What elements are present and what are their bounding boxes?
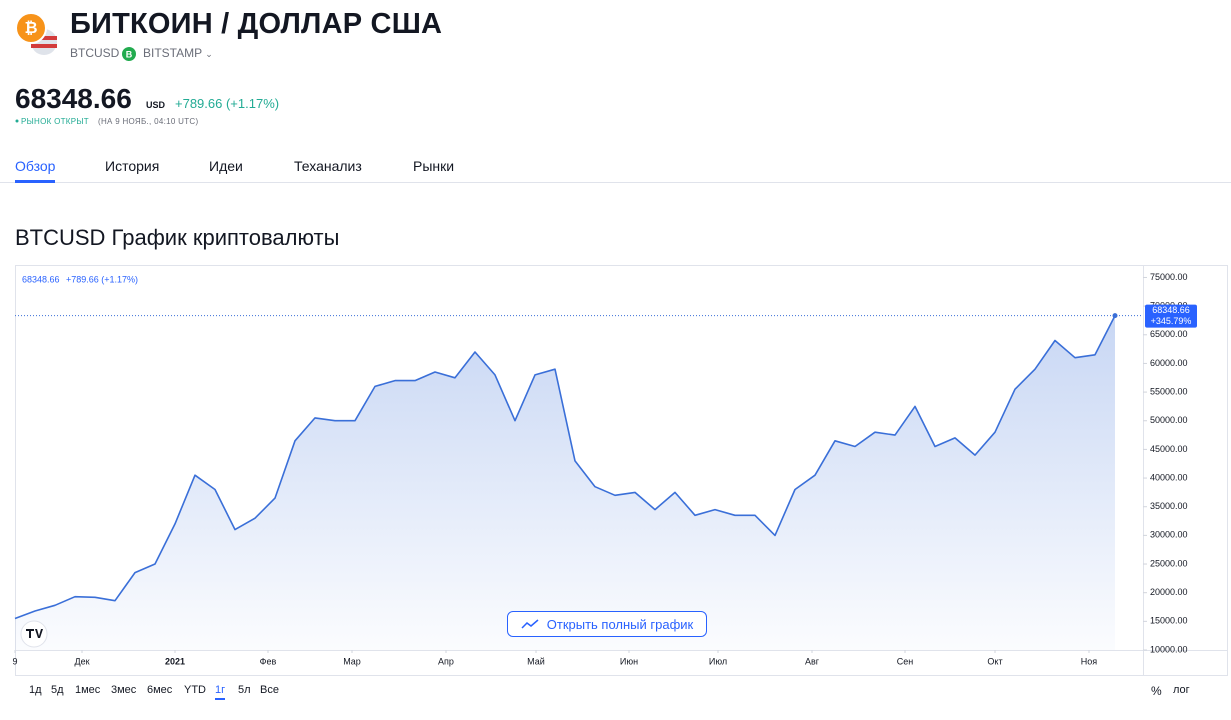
button-text: Открыть полный график: [546, 616, 694, 632]
chart-frame: [15, 265, 1228, 676]
status-dot: [15, 119, 19, 123]
x-tick-label: Ноя: [1081, 656, 1098, 666]
status-time: (НА 9 НОЯБ., 04:10 UTC): [98, 117, 199, 126]
tab-divider: [0, 182, 1231, 183]
y-tick-label: 55000.00: [1150, 386, 1188, 396]
tab[interactable]: Рынки: [413, 158, 455, 174]
x-tick-label: Июн: [620, 656, 638, 666]
x-tick-label: Авг: [805, 656, 820, 666]
area-fill: [15, 315, 1115, 650]
range-button[interactable]: 5д: [51, 684, 64, 696]
range-button[interactable]: 1г: [215, 684, 226, 700]
range-button[interactable]: 5л: [238, 684, 251, 696]
price-change: +789.66 (+1.17%): [175, 96, 280, 111]
range-button[interactable]: Все: [260, 684, 279, 696]
y-tick-label: 30000.00: [1150, 530, 1188, 540]
open-chart-button[interactable]: Открыть полный график: [507, 611, 707, 637]
tab[interactable]: Обзор: [15, 158, 56, 174]
x-tick-label: 2021: [165, 656, 185, 666]
exchange-name[interactable]: BITSTAMP ⌄: [143, 46, 213, 60]
last-change-label: +345.79%: [1151, 316, 1192, 326]
last-point: [1112, 313, 1118, 319]
range-button[interactable]: 3мес: [111, 684, 137, 696]
currency: USD: [146, 100, 166, 110]
y-tick-label: 65000.00: [1150, 329, 1188, 339]
x-tick-label: Мар: [343, 656, 361, 666]
plot-layer: [14, 313, 1143, 650]
y-tick-label: 20000.00: [1150, 587, 1188, 597]
dropdown-caret: ⌄: [205, 49, 213, 59]
tab[interactable]: Теханализ: [294, 158, 362, 174]
bitcoin-logo: [15, 12, 47, 44]
x-tick-label: Окт: [987, 656, 1002, 666]
price: 68348.66: [15, 83, 132, 114]
exchange-icon: [122, 47, 136, 61]
legend-change: +789.66 (+1.17%): [66, 274, 138, 284]
y-tick-label: 15000.00: [1150, 616, 1188, 626]
x-tick-label: Сен: [897, 656, 914, 666]
range-button[interactable]: YTD: [184, 684, 206, 696]
x-tick-label: Дек: [74, 656, 89, 666]
exchange-icon-text: B: [126, 49, 133, 59]
y-tick-label: 35000.00: [1150, 501, 1188, 511]
x-tick-label: 9: [12, 656, 17, 666]
flag-stripe: [31, 36, 57, 40]
y-tick-label: 40000.00: [1150, 472, 1188, 482]
tv-logo-mark: [26, 629, 43, 638]
tab[interactable]: Идеи: [209, 158, 243, 174]
price-line: [14, 315, 1116, 620]
legend-price: 68348.66: [22, 274, 60, 284]
x-tick-label: Апр: [438, 656, 454, 666]
market-status: РЫНОК ОТКРЫТ: [21, 117, 89, 126]
button-icon: [521, 619, 539, 629]
x-tick-label: Июл: [709, 656, 727, 666]
exchange-text: BITSTAMP: [143, 46, 202, 60]
last-price-box: [1145, 304, 1197, 328]
scale-option[interactable]: %: [1151, 684, 1162, 698]
tab-underline: [15, 180, 55, 183]
bitcoin-logo-text: ₿: [24, 19, 37, 37]
x-tick-label: Фев: [260, 656, 277, 666]
tv-logo: [20, 620, 48, 648]
range-button[interactable]: 6мес: [147, 684, 173, 696]
tab[interactable]: История: [105, 158, 160, 174]
y-tick-label: 60000.00: [1150, 358, 1188, 368]
symbol-code: BTCUSD: [70, 46, 120, 60]
y-tick-label: 50000.00: [1150, 415, 1188, 425]
y-tick-label: 25000.00: [1150, 558, 1188, 568]
symbol-title: БИТКОИН / ДОЛЛАР США: [70, 8, 443, 40]
y-tick-label: 75000.00: [1150, 272, 1188, 282]
y-tick-label: 10000.00: [1150, 644, 1188, 654]
scale-option[interactable]: лог: [1173, 684, 1190, 696]
range-button[interactable]: 1мес: [75, 684, 101, 696]
section-title: BTCUSD График криптовалюты: [15, 225, 340, 250]
y-tick-label: 45000.00: [1150, 444, 1188, 454]
x-tick-label: Май: [527, 656, 545, 666]
flag-stripe: [31, 44, 57, 48]
last-price-label: 68348.66: [1152, 305, 1190, 315]
range-button[interactable]: 1д: [29, 684, 42, 696]
